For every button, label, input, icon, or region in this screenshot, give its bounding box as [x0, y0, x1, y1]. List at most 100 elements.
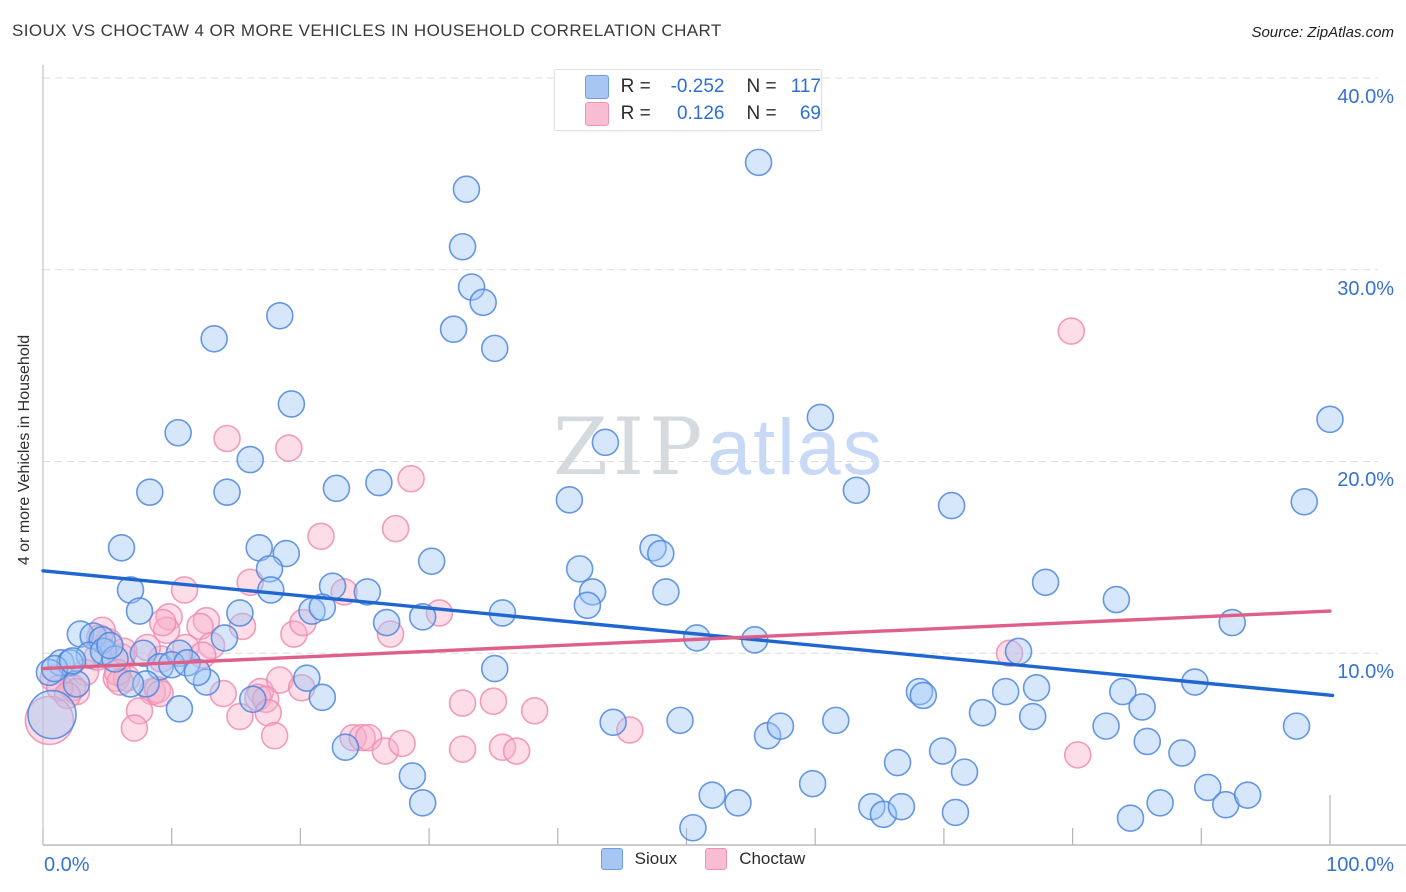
scatter-point-sioux[interactable] — [928, 737, 957, 765]
scatter-point-sioux[interactable] — [353, 578, 382, 606]
scatter-point-sioux[interactable] — [480, 654, 509, 683]
scatter-point-choctaw[interactable] — [1057, 317, 1086, 345]
scatter-point-sioux[interactable] — [255, 555, 284, 583]
scatter-point-sioux[interactable] — [652, 578, 680, 606]
scatter-point-sioux[interactable] — [842, 476, 871, 505]
scatter-point-sioux[interactable] — [213, 478, 241, 506]
scatter-point-sioux[interactable] — [1116, 804, 1145, 832]
scatter-point-sioux[interactable] — [555, 486, 584, 514]
scatter-point-sioux[interactable] — [646, 539, 675, 568]
scatter-point-sioux[interactable] — [210, 624, 239, 652]
scatter-point-sioux[interactable] — [236, 445, 265, 474]
scatter-point-choctaw[interactable] — [280, 620, 308, 648]
scatter-point-sioux[interactable] — [565, 555, 594, 583]
scatter-point-choctaw[interactable] — [213, 424, 241, 453]
scatter-point-sioux[interactable] — [132, 670, 160, 698]
scatter-point-sioux[interactable] — [798, 769, 827, 798]
legend-item-choctaw[interactable]: Choctaw — [705, 848, 805, 870]
scatter-point-choctaw[interactable] — [170, 576, 199, 604]
scatter-point-sioux[interactable] — [256, 576, 285, 604]
scatter-point-sioux[interactable] — [766, 712, 795, 740]
scatter-point-choctaw[interactable] — [24, 695, 75, 746]
scatter-point-sioux[interactable] — [448, 232, 477, 261]
scatter-point-sioux[interactable] — [226, 599, 254, 627]
scatter-point-sioux[interactable] — [573, 591, 602, 620]
scatter-point-choctaw[interactable] — [448, 735, 477, 763]
scatter-point-choctaw[interactable] — [275, 434, 303, 462]
scatter-point-sioux[interactable] — [887, 792, 916, 821]
scatter-point-sioux[interactable] — [698, 781, 727, 809]
scatter-point-choctaw[interactable] — [502, 737, 531, 765]
scatter-point-sioux[interactable] — [1290, 487, 1319, 516]
scatter-point-choctaw[interactable] — [520, 696, 549, 725]
scatter-point-sioux[interactable] — [308, 683, 337, 712]
scatter-point-sioux[interactable] — [331, 733, 360, 762]
scatter-point-sioux[interactable] — [238, 685, 267, 714]
scatter-point-sioux[interactable] — [469, 288, 497, 317]
scatter-point-sioux[interactable] — [480, 334, 509, 363]
scatter-point-sioux[interactable] — [164, 418, 192, 447]
scatter-point-sioux[interactable] — [1092, 712, 1120, 740]
scatter-point-sioux[interactable] — [408, 603, 437, 631]
scatter-point-sioux[interactable] — [821, 706, 850, 735]
scatter-point-sioux[interactable] — [1004, 637, 1033, 666]
scatter-point-sioux[interactable] — [905, 677, 934, 706]
scatter-point-sioux[interactable] — [277, 390, 306, 418]
scatter-point-sioux[interactable] — [200, 324, 228, 353]
scatter-point-sioux[interactable] — [1018, 702, 1047, 731]
scatter-point-choctaw[interactable] — [348, 723, 376, 752]
scatter-point-sioux[interactable] — [62, 670, 91, 698]
scatter-point-choctaw[interactable] — [448, 689, 477, 717]
scatter-point-choctaw[interactable] — [125, 696, 154, 725]
scatter-point-sioux[interactable] — [950, 758, 979, 786]
scatter-point-choctaw[interactable] — [397, 464, 425, 493]
scatter-point-sioux[interactable] — [136, 478, 164, 506]
scatter-point-sioux[interactable] — [116, 576, 145, 604]
scatter-point-sioux[interactable] — [1102, 585, 1131, 614]
scatter-point-choctaw[interactable] — [152, 616, 181, 645]
scatter-point-choctaw[interactable] — [995, 639, 1024, 668]
scatter-point-choctaw[interactable] — [616, 716, 644, 744]
scatter-point-sioux[interactable] — [27, 689, 77, 740]
scatter-point-choctaw[interactable] — [289, 608, 317, 637]
scatter-point-choctaw[interactable] — [260, 721, 289, 750]
scatter-point-sioux[interactable] — [96, 631, 124, 660]
scatter-point-choctaw[interactable] — [209, 679, 237, 708]
scatter-point-sioux[interactable] — [591, 428, 620, 457]
scatter-point-sioux[interactable] — [909, 681, 938, 710]
scatter-point-sioux[interactable] — [1108, 677, 1137, 706]
scatter-point-sioux[interactable] — [1193, 773, 1222, 802]
scatter-point-choctaw[interactable] — [371, 737, 400, 765]
scatter-point-sioux[interactable] — [1022, 673, 1051, 702]
scatter-point-sioux[interactable] — [1282, 712, 1311, 740]
scatter-point-sioux[interactable] — [452, 175, 481, 204]
scatter-point-choctaw[interactable] — [266, 666, 294, 694]
scatter-point-sioux[interactable] — [724, 789, 752, 817]
scatter-point-sioux[interactable] — [1168, 739, 1196, 767]
scatter-point-choctaw[interactable] — [1063, 741, 1092, 769]
scatter-point-sioux[interactable] — [293, 664, 321, 692]
scatter-point-choctaw[interactable] — [388, 729, 416, 758]
scatter-point-choctaw[interactable] — [479, 687, 508, 715]
scatter-point-sioux[interactable] — [968, 698, 997, 727]
scatter-point-sioux[interactable] — [58, 647, 87, 675]
scatter-point-sioux[interactable] — [308, 593, 337, 622]
scatter-point-choctaw[interactable] — [425, 599, 454, 627]
scatter-point-choctaw[interactable] — [307, 522, 335, 551]
scatter-point-sioux[interactable] — [666, 706, 694, 735]
scatter-point-sioux[interactable] — [1233, 781, 1262, 809]
scatter-point-sioux[interactable] — [398, 762, 427, 790]
scatter-point-sioux[interactable] — [1146, 789, 1174, 817]
scatter-point-sioux[interactable] — [1133, 727, 1162, 756]
scatter-point-sioux[interactable] — [883, 748, 912, 777]
scatter-point-sioux[interactable] — [439, 315, 468, 343]
scatter-point-choctaw[interactable] — [146, 679, 174, 708]
scatter-point-sioux[interactable] — [322, 474, 351, 503]
scatter-point-sioux[interactable] — [125, 597, 154, 625]
scatter-point-choctaw[interactable] — [381, 514, 410, 543]
scatter-point-sioux[interactable] — [457, 273, 486, 301]
scatter-point-sioux[interactable] — [1316, 405, 1344, 434]
scatter-point-sioux[interactable] — [165, 695, 194, 723]
scatter-point-sioux[interactable] — [408, 789, 437, 817]
scatter-point-sioux[interactable] — [417, 547, 446, 576]
